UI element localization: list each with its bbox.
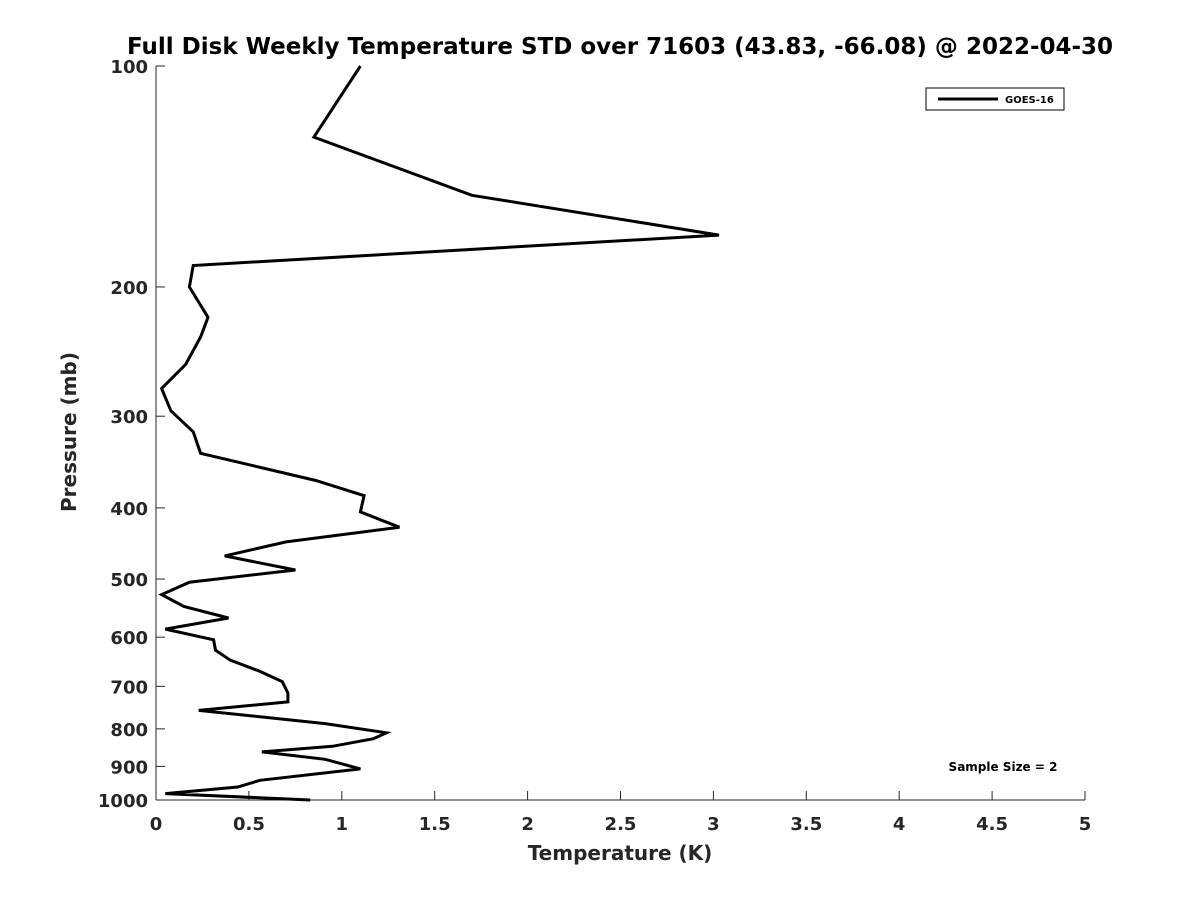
y-tick-label: 1000: [98, 791, 148, 812]
y-tick-label: 100: [110, 57, 148, 78]
x-tick-label: 1: [336, 814, 349, 835]
x-tick-label: 4.5: [976, 814, 1008, 835]
y-axis-label: Pressure (mb): [57, 352, 81, 512]
legend-label-goes-16: GOES-16: [1005, 95, 1054, 106]
y-tick-label: 800: [110, 720, 148, 741]
legend: GOES-16: [925, 87, 1065, 111]
y-tick-label: 400: [110, 499, 148, 520]
series-line-goes-16: [158, 65, 720, 802]
x-tick-label: 4: [893, 814, 906, 835]
sample-size-annotation: Sample Size = 2: [949, 760, 1058, 774]
y-tick-label: 700: [110, 677, 148, 698]
y-tick-label: 900: [110, 757, 148, 778]
x-axis-label: Temperature (K): [528, 841, 713, 865]
y-tick-label: 200: [110, 278, 148, 299]
x-tick-label: 5: [1079, 814, 1092, 835]
y-tick-label: 300: [110, 407, 148, 428]
x-tick-label: 3: [707, 814, 720, 835]
x-tick-label: 2: [521, 814, 534, 835]
plot-area: 0 0.5 1 1.5 2 2.5 3 3.5 4 4.5 5 100 200 300 400 500 600 7…: [98, 57, 1091, 835]
chart-title: Full Disk Weekly Temperature STD over 71…: [127, 34, 1113, 60]
x-tick-label: 1.5: [419, 814, 451, 835]
x-tick-label: 0.5: [233, 814, 265, 835]
y-tick-label: 600: [110, 628, 148, 649]
x-tick-label: 2.5: [605, 814, 637, 835]
x-tick-label: 0: [150, 814, 163, 835]
y-tick-label: 500: [110, 570, 148, 591]
x-tick-label: 3.5: [790, 814, 822, 835]
